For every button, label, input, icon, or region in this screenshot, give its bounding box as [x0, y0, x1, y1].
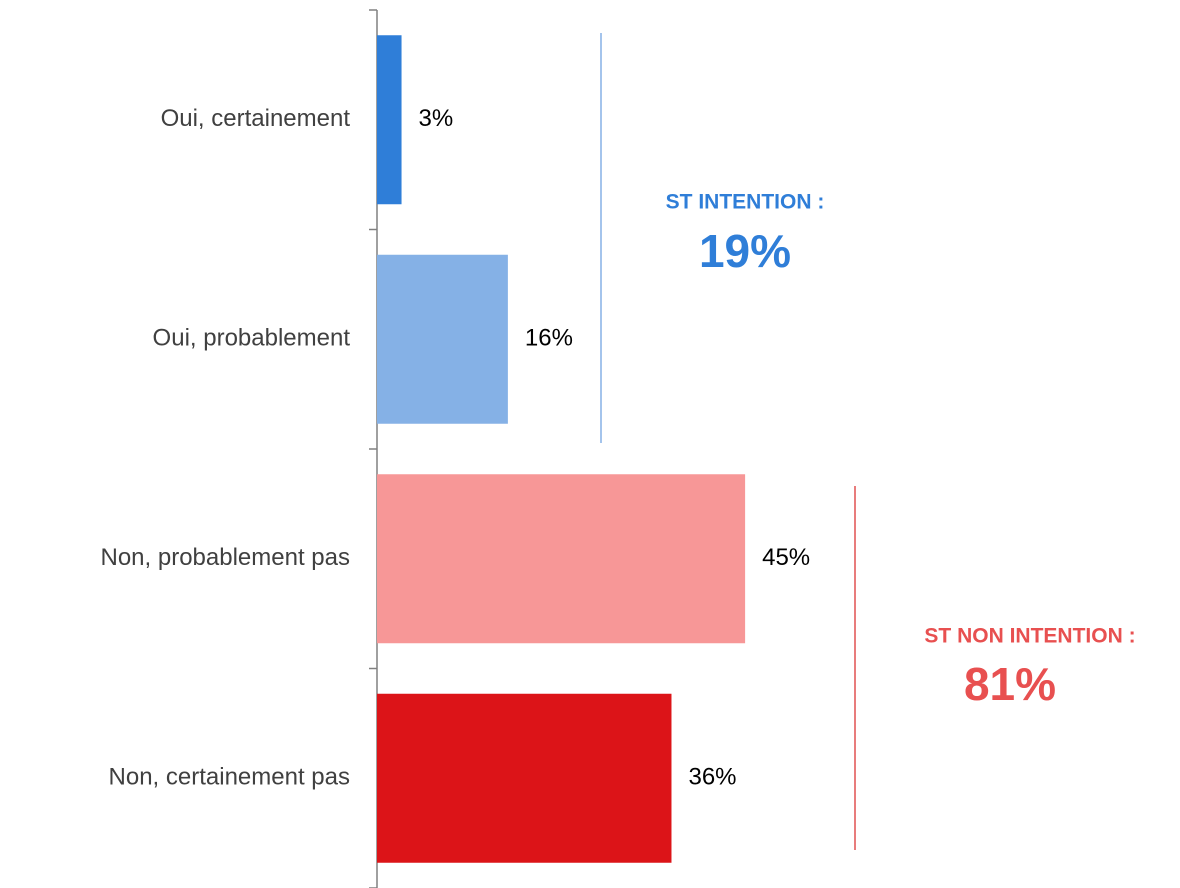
- value-label: 45%: [762, 544, 810, 571]
- value-label: 36%: [688, 764, 736, 791]
- value-label: 3%: [419, 105, 454, 132]
- bar: [377, 35, 402, 205]
- bar: [377, 254, 508, 424]
- value-label: 16%: [525, 325, 573, 352]
- annotation-value: 19%: [699, 225, 791, 277]
- annotation-label: ST NON INTENTION :: [924, 625, 1135, 648]
- category-label: Oui, probablement: [153, 325, 351, 352]
- bar: [377, 693, 672, 863]
- category-label: Oui, certainement: [161, 105, 351, 132]
- annotation-value: 81%: [964, 658, 1056, 710]
- bar: [377, 474, 746, 644]
- category-label: Non, probablement pas: [101, 544, 351, 571]
- annotation-label: ST INTENTION :: [666, 191, 825, 214]
- category-label: Non, certainement pas: [109, 764, 350, 791]
